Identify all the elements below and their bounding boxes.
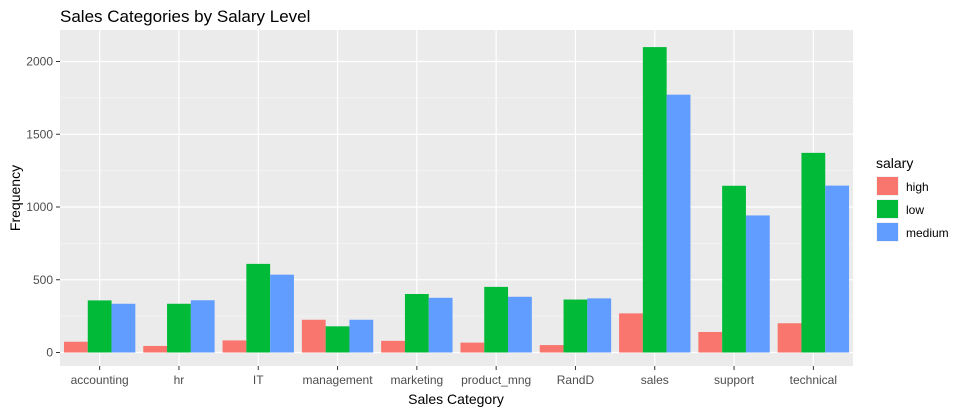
y-axis-title: Frequency [7, 165, 23, 231]
bar-medium-RandD [587, 298, 612, 353]
x-tick-label: product_mng [461, 373, 531, 387]
y-tick-label: 1500 [26, 127, 53, 141]
bar-medium-accounting [111, 303, 136, 353]
y-axis: 0 500 1000 1500 2000 [26, 55, 60, 360]
x-tick-label: RandD [557, 373, 595, 387]
bar-low-sales [642, 47, 667, 353]
legend-key-medium [877, 223, 898, 241]
bar-high-product_mng [460, 342, 485, 353]
bar-high-technical [777, 323, 802, 353]
y-tick-label: 0 [46, 346, 53, 360]
bar-medium-support [745, 215, 770, 353]
bar-medium-hr [190, 300, 215, 353]
bar-medium-management [349, 319, 374, 353]
legend-label-low: low [906, 203, 924, 217]
x-tick-label: hr [174, 373, 185, 387]
bar-low-management [325, 326, 350, 353]
legend: salary high low medium [876, 155, 949, 242]
y-tick-label: 2000 [26, 55, 53, 69]
bar-high-IT [222, 340, 247, 353]
bar-high-RandD [539, 345, 564, 353]
x-tick-label: management [303, 373, 374, 387]
bar-low-product_mng [484, 286, 509, 353]
bar-low-marketing [404, 294, 429, 353]
bar-low-hr [167, 303, 191, 353]
bar-high-support [698, 331, 723, 353]
legend-label-medium: medium [906, 226, 949, 240]
x-tick-label: sales [641, 373, 669, 387]
y-tick-label: 1000 [26, 200, 53, 214]
bar-high-marketing [381, 340, 405, 353]
legend-title: salary [876, 155, 913, 171]
bars [63, 47, 850, 353]
legend-key-high [877, 177, 898, 195]
bar-medium-product_mng [508, 296, 532, 353]
bar-high-hr [143, 345, 168, 353]
bar-high-management [301, 319, 326, 353]
legend-key-low [877, 200, 898, 218]
x-tick-label: marketing [391, 373, 444, 387]
bar-low-RandD [563, 299, 588, 353]
bar-low-technical [801, 152, 826, 353]
bar-low-accounting [87, 300, 112, 353]
x-tick-label: IT [253, 373, 264, 387]
x-tick-label: support [714, 373, 755, 387]
bar-medium-IT [270, 274, 294, 353]
x-tick-label: technical [790, 373, 837, 387]
bar-medium-sales [666, 94, 691, 353]
bar-medium-marketing [428, 297, 453, 353]
x-tick-label: accounting [71, 373, 129, 387]
bar-high-sales [619, 313, 643, 353]
x-axis-title: Sales Category [408, 391, 504, 407]
bar-high-accounting [63, 341, 88, 353]
x-axis: accounting hr IT management marketing product… [71, 366, 837, 387]
bar-low-support [722, 185, 746, 353]
y-tick-label: 500 [33, 273, 53, 287]
legend-label-high: high [906, 180, 929, 194]
chart-title: Sales Categories by Salary Level [60, 7, 310, 26]
bar-medium-technical [825, 185, 850, 353]
bar-low-IT [246, 263, 271, 353]
